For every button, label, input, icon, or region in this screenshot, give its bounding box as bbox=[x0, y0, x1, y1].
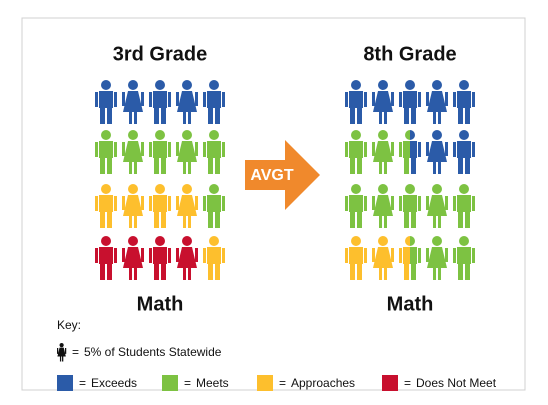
chart-title: 3rd Grade bbox=[113, 43, 207, 65]
icon-group bbox=[95, 130, 225, 228]
person-icon bbox=[176, 184, 198, 228]
legend-label: Does Not Meet bbox=[416, 376, 497, 390]
icon-group bbox=[345, 130, 475, 280]
person-icon bbox=[399, 130, 410, 174]
subject-label: Math bbox=[137, 293, 184, 315]
subject-label: Math bbox=[387, 293, 434, 315]
person-icon bbox=[426, 236, 448, 280]
frame bbox=[21, 17, 526, 391]
key-separator: = bbox=[404, 376, 411, 390]
person-icon bbox=[372, 80, 394, 124]
person-icon bbox=[203, 236, 225, 280]
person-icon bbox=[410, 236, 421, 280]
person-icon bbox=[453, 130, 475, 174]
person-icon bbox=[176, 236, 198, 280]
person-icon bbox=[95, 80, 117, 124]
arrow-label: AVGT bbox=[250, 167, 293, 184]
person-icon bbox=[149, 130, 171, 174]
key-separator: = bbox=[72, 345, 79, 359]
icon-group bbox=[95, 80, 225, 124]
person-icon bbox=[122, 130, 144, 174]
person-icon bbox=[149, 80, 171, 124]
person-icon bbox=[95, 236, 117, 280]
unit-icon bbox=[57, 343, 67, 362]
person-icon bbox=[176, 130, 198, 174]
key-separator: = bbox=[279, 376, 286, 390]
person-icon bbox=[203, 184, 225, 228]
person-icon bbox=[345, 80, 367, 124]
person-icon bbox=[453, 236, 475, 280]
person-icon bbox=[372, 130, 394, 174]
person-icon bbox=[149, 184, 171, 228]
key-separator: = bbox=[184, 376, 191, 390]
key-separator: = bbox=[79, 376, 86, 390]
person-icon bbox=[345, 130, 367, 174]
person-icon bbox=[399, 184, 421, 228]
arrow bbox=[245, 140, 320, 210]
person-icon bbox=[426, 184, 448, 228]
chart-title: 8th Grade bbox=[363, 43, 456, 65]
legend-swatch bbox=[162, 375, 178, 391]
legend-swatch bbox=[257, 375, 273, 391]
icon-group bbox=[345, 236, 410, 280]
person-icon bbox=[122, 80, 144, 124]
person-icon bbox=[372, 184, 394, 228]
person-icon bbox=[203, 130, 225, 174]
person-icon bbox=[399, 236, 410, 280]
person-icon bbox=[122, 236, 144, 280]
person-icon bbox=[426, 80, 448, 124]
icon-group bbox=[95, 184, 225, 280]
icon-group bbox=[345, 80, 475, 174]
person-icon bbox=[410, 130, 421, 174]
person-icon bbox=[149, 236, 171, 280]
legend-label: Exceeds bbox=[91, 376, 137, 390]
person-icon bbox=[372, 236, 394, 280]
person-icon bbox=[453, 184, 475, 228]
legend-label: Meets bbox=[196, 376, 229, 390]
legend-swatch bbox=[382, 375, 398, 391]
person-icon bbox=[176, 80, 198, 124]
person-icon bbox=[345, 236, 367, 280]
person-icon bbox=[399, 80, 421, 124]
person-icon bbox=[345, 184, 367, 228]
person-icon bbox=[453, 80, 475, 124]
person-icon bbox=[426, 130, 448, 174]
person-icon bbox=[95, 130, 117, 174]
key-title: Key: bbox=[57, 318, 81, 332]
person-icon bbox=[203, 80, 225, 124]
unit-label: 5% of Students Statewide bbox=[84, 345, 222, 359]
person-icon bbox=[122, 184, 144, 228]
legend-label: Approaches bbox=[291, 376, 355, 390]
icon-group bbox=[95, 236, 198, 280]
person-icon bbox=[95, 184, 117, 228]
legend-swatch bbox=[57, 375, 73, 391]
